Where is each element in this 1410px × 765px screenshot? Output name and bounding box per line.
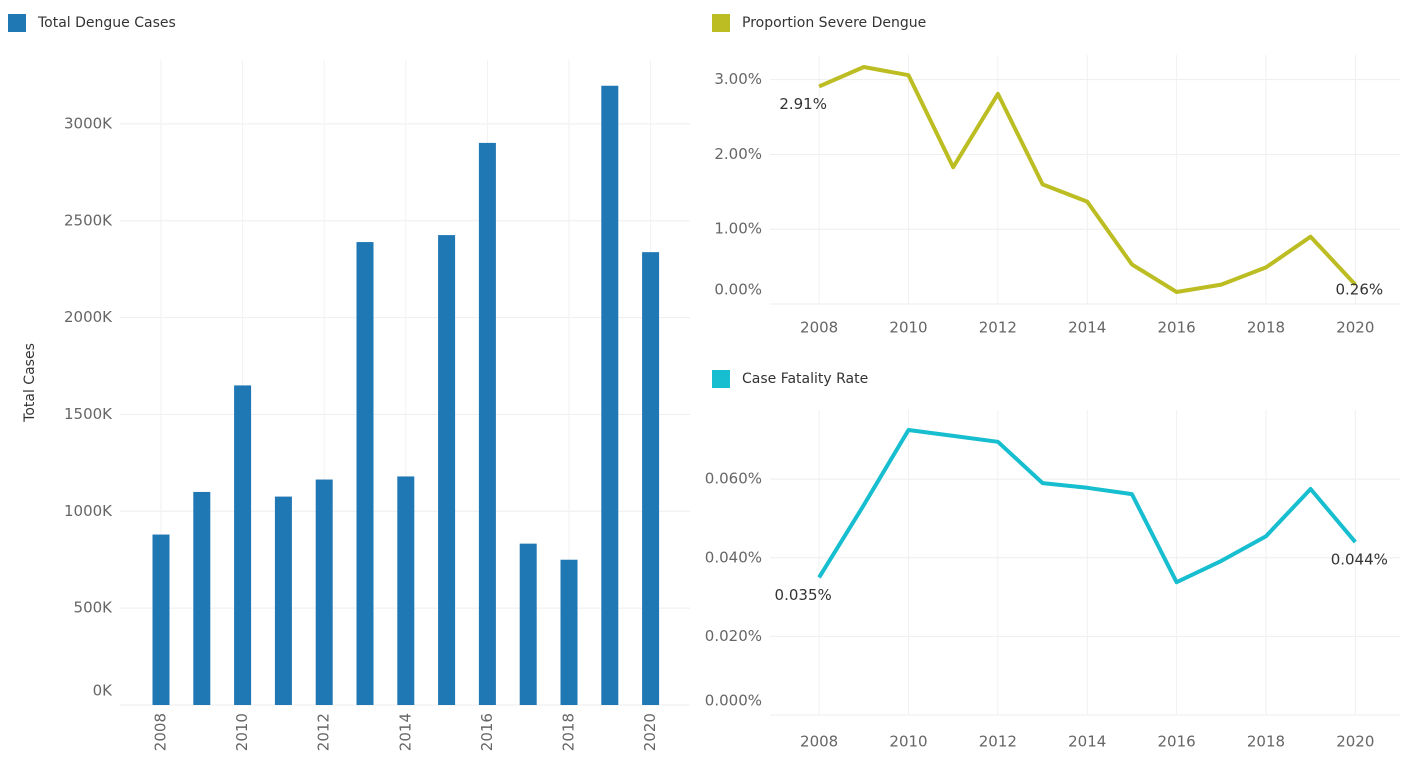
bar bbox=[478, 142, 496, 706]
x-tick-label: 2010 bbox=[233, 713, 251, 751]
x-tick-label: 2016 bbox=[1158, 319, 1196, 337]
y-tick-label: 2500K bbox=[64, 211, 113, 229]
y-tick-label: 2000K bbox=[64, 308, 113, 326]
x-tick-label: 2016 bbox=[1158, 733, 1196, 751]
bar bbox=[519, 543, 537, 705]
legend-label: Proportion Severe Dengue bbox=[742, 15, 926, 31]
y-tick-label: 0.000% bbox=[705, 692, 762, 710]
data-label: 0.035% bbox=[775, 586, 832, 604]
x-tick-label: 2008 bbox=[800, 319, 838, 337]
data-label: 2.91% bbox=[779, 95, 827, 113]
x-tick-label: 2020 bbox=[1336, 733, 1374, 751]
x-tick-label: 2012 bbox=[315, 713, 333, 751]
x-tick-label: 2018 bbox=[1247, 733, 1285, 751]
line bbox=[818, 65, 1357, 294]
legend-label: Total Dengue Cases bbox=[37, 15, 176, 31]
x-tick-label: 2016 bbox=[478, 713, 496, 751]
x-tick-label: 2018 bbox=[560, 713, 578, 751]
x-tick-label: 2014 bbox=[1068, 319, 1106, 337]
y-tick-label: 1000K bbox=[64, 502, 113, 520]
bar bbox=[193, 491, 211, 705]
bar bbox=[438, 235, 456, 705]
y-tick-label: 0.020% bbox=[705, 627, 762, 645]
bar bbox=[315, 479, 333, 705]
bar bbox=[152, 534, 170, 705]
x-tick-label: 2020 bbox=[641, 713, 659, 751]
bar bbox=[234, 385, 252, 705]
y-axis-title: Total Cases bbox=[22, 343, 38, 423]
x-tick-label: 2014 bbox=[1068, 733, 1106, 751]
legend-swatch bbox=[712, 14, 730, 32]
x-tick-label: 2014 bbox=[396, 713, 414, 751]
bar bbox=[601, 85, 619, 706]
x-tick-label: 2010 bbox=[889, 319, 927, 337]
y-tick-label: 500K bbox=[74, 599, 114, 617]
y-tick-label: 0.040% bbox=[705, 548, 762, 566]
line bbox=[817, 428, 1357, 585]
y-tick-label: 0.00% bbox=[714, 281, 762, 299]
x-tick-label: 2018 bbox=[1247, 319, 1285, 337]
legend-label: Case Fatality Rate bbox=[742, 371, 868, 387]
bar bbox=[642, 252, 660, 705]
y-tick-label: 0.060% bbox=[705, 470, 762, 488]
y-tick-label: 3000K bbox=[64, 114, 113, 132]
bar bbox=[274, 496, 292, 705]
y-tick-label: 0K bbox=[93, 682, 114, 700]
x-tick-label: 2012 bbox=[979, 733, 1017, 751]
bar bbox=[356, 242, 374, 705]
legend-swatch bbox=[712, 370, 730, 388]
x-tick-label: 2008 bbox=[152, 713, 170, 751]
y-tick-label: 1500K bbox=[64, 405, 113, 423]
x-tick-label: 2010 bbox=[889, 733, 927, 751]
data-label: 0.26% bbox=[1335, 281, 1383, 299]
data-label: 0.044% bbox=[1331, 551, 1388, 569]
bar bbox=[560, 559, 578, 705]
x-tick-label: 2012 bbox=[979, 319, 1017, 337]
y-tick-label: 2.00% bbox=[714, 145, 762, 163]
y-tick-label: 3.00% bbox=[714, 70, 762, 88]
legend-swatch bbox=[8, 14, 26, 32]
y-tick-label: 1.00% bbox=[714, 220, 762, 238]
x-tick-label: 2020 bbox=[1336, 319, 1374, 337]
bar bbox=[397, 476, 415, 705]
x-tick-label: 2008 bbox=[800, 733, 838, 751]
